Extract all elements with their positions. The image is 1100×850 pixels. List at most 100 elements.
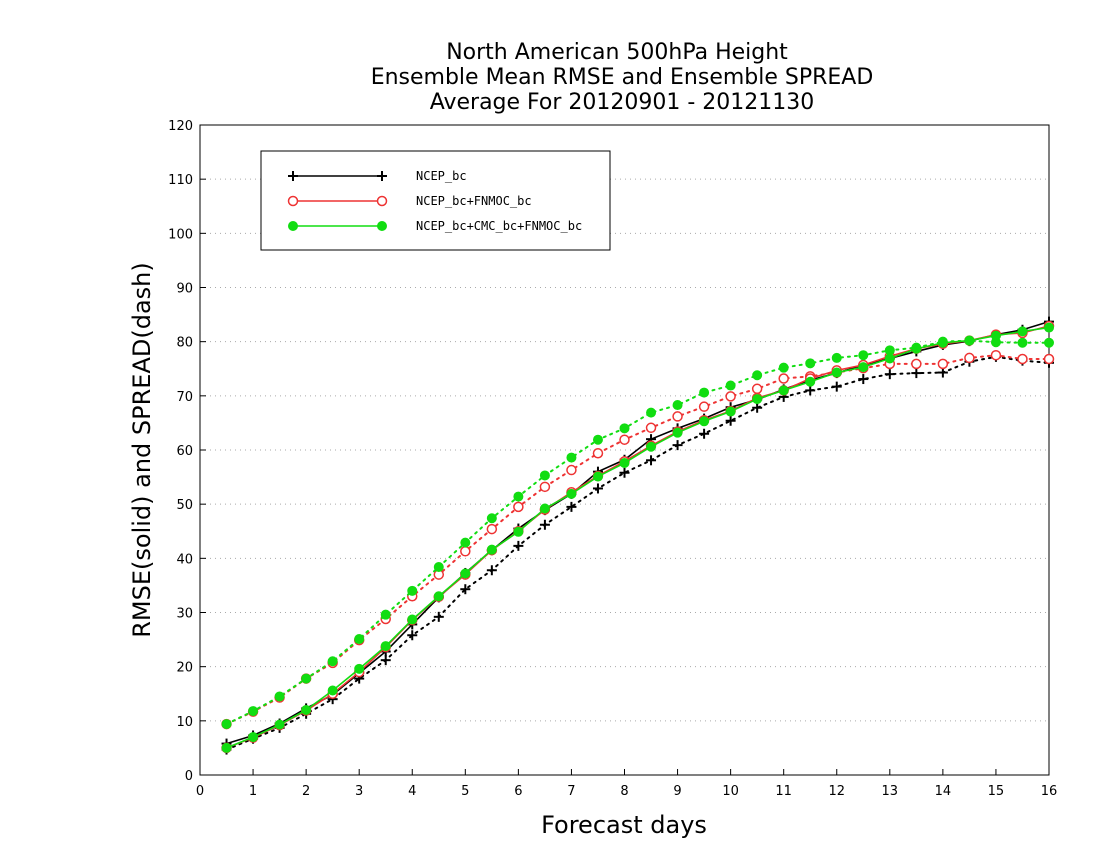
- rmse-point-ncep-bc-cmc-bc-fnmoc-bc: [566, 488, 577, 499]
- x-tick-label: 6: [514, 784, 522, 799]
- y-axis-label: RMSE(solid) and SPREAD(dash): [128, 262, 156, 638]
- spread-point-ncep-bc: [566, 501, 577, 512]
- spread-point-ncep-bc-fnmoc-bc: [645, 422, 657, 434]
- y-tick-label: 100: [168, 227, 193, 242]
- spread-point-ncep-bc-fnmoc-bc: [566, 464, 577, 476]
- x-tick-label: 8: [620, 784, 628, 799]
- x-tick-label: 7: [567, 784, 575, 799]
- spread-point-ncep-bc-fnmoc-bc: [513, 501, 524, 513]
- spread-point-ncep-bc-cmc-bc-fnmoc-bc: [778, 362, 789, 373]
- spread-point-ncep-bc-fnmoc-bc: [539, 481, 551, 493]
- rmse-point-ncep-bc-cmc-bc-fnmoc-bc: [805, 376, 816, 387]
- spread-point-ncep-bc-fnmoc-bc: [751, 383, 763, 395]
- legend-marker-start-ncep-bc-fnmoc-bc: [287, 195, 299, 207]
- x-tick-label: 2: [302, 784, 310, 799]
- legend-label-ncep-bc: NCEP_bc: [416, 169, 467, 183]
- rmse-point-ncep-bc-cmc-bc-fnmoc-bc: [646, 441, 657, 452]
- spread-point-ncep-bc-cmc-bc-fnmoc-bc: [460, 537, 471, 548]
- rmse-point-ncep-bc-cmc-bc-fnmoc-bc: [990, 330, 1001, 341]
- spread-point-ncep-bc-cmc-bc-fnmoc-bc: [858, 350, 869, 361]
- rmse-point-ncep-bc-cmc-bc-fnmoc-bc: [407, 614, 418, 625]
- spread-point-ncep-bc: [486, 565, 497, 576]
- spread-point-ncep-bc-cmc-bc-fnmoc-bc: [221, 719, 232, 730]
- legend-marker-start-ncep-bc: [288, 171, 298, 181]
- x-tick-label: 11: [775, 784, 792, 799]
- spread-point-ncep-bc-cmc-bc-fnmoc-bc: [513, 491, 524, 502]
- x-tick-label: 4: [408, 784, 416, 799]
- spread-point-ncep-bc-fnmoc-bc: [486, 523, 498, 535]
- spread-point-ncep-bc-cmc-bc-fnmoc-bc: [752, 370, 763, 381]
- spread-point-ncep-bc-fnmoc-bc: [990, 349, 1002, 361]
- spread-point-ncep-bc: [725, 415, 736, 426]
- rmse-point-ncep-bc-cmc-bc-fnmoc-bc: [778, 385, 789, 396]
- y-tick-label: 0: [185, 769, 193, 784]
- spread-point-ncep-bc: [699, 428, 710, 439]
- spread-point-ncep-bc-cmc-bc-fnmoc-bc: [805, 358, 816, 369]
- spread-point-ncep-bc-fnmoc-bc: [460, 546, 471, 557]
- spread-point-ncep-bc-cmc-bc-fnmoc-bc: [354, 634, 365, 645]
- spread-point-ncep-bc-cmc-bc-fnmoc-bc: [619, 423, 630, 434]
- rmse-point-ncep-bc-cmc-bc-fnmoc-bc: [460, 568, 471, 579]
- legend-label-ncep-bc-cmc-bc-fnmoc-bc: NCEP_bc+CMC_bc+FNMOC_bc: [416, 219, 582, 233]
- chart-title-line-1: North American 500hPa Height: [446, 40, 788, 65]
- y-tick-label: 20: [176, 661, 193, 676]
- spread-point-ncep-bc-cmc-bc-fnmoc-bc: [699, 387, 710, 398]
- spread-point-ncep-bc: [831, 381, 842, 392]
- spread-point-ncep-bc-cmc-bc-fnmoc-bc: [1044, 337, 1054, 348]
- series-ncep-bc-cmc-bc-fnmoc-bc: [221, 322, 1054, 753]
- spread-point-ncep-bc: [407, 630, 418, 641]
- rmse-point-ncep-bc-cmc-bc-fnmoc-bc: [274, 719, 285, 730]
- spread-point-ncep-bc: [380, 655, 391, 666]
- spread-point-ncep-bc-cmc-bc-fnmoc-bc: [566, 452, 577, 463]
- rmse-point-ncep-bc-cmc-bc-fnmoc-bc: [1044, 322, 1054, 333]
- spread-point-ncep-bc-fnmoc-bc: [698, 401, 710, 412]
- x-tick-label: 0: [196, 784, 204, 799]
- legend-label-ncep-bc-fnmoc-bc: NCEP_bc+FNMOC_bc: [416, 194, 532, 208]
- rmse-point-ncep-bc-cmc-bc-fnmoc-bc: [725, 406, 736, 417]
- legend-marker-end-ncep-bc-fnmoc-bc: [376, 195, 388, 207]
- x-tick-label: 3: [355, 784, 363, 799]
- spread-point-ncep-bc: [884, 369, 895, 380]
- spread-point-ncep-bc-cmc-bc-fnmoc-bc: [380, 609, 391, 620]
- x-tick-label: 13: [882, 784, 899, 799]
- gridlines: [200, 178, 1049, 722]
- chart-title-line-3: Average For 20120901 - 20121130: [430, 90, 815, 115]
- rmse-point-ncep-bc-cmc-bc-fnmoc-bc: [513, 526, 524, 537]
- spread-point-ncep-bc-cmc-bc-fnmoc-bc: [725, 380, 736, 391]
- spread-point-ncep-bc-fnmoc-bc: [778, 373, 789, 384]
- legend-marker-end-ncep-bc-cmc-bc-fnmoc-bc: [377, 221, 387, 231]
- spread-point-ncep-bc-cmc-bc-fnmoc-bc: [539, 470, 550, 481]
- x-tick-label: 16: [1041, 784, 1058, 799]
- y-tick-label: 60: [176, 444, 193, 459]
- spread-point-ncep-bc: [805, 385, 816, 396]
- rmse-point-ncep-bc-cmc-bc-fnmoc-bc: [1017, 326, 1028, 337]
- spread-line-ncep-bc-fnmoc-bc: [225, 354, 1050, 726]
- x-axis-label: Forecast days: [541, 811, 707, 839]
- spread-point-ncep-bc: [937, 367, 948, 378]
- spread-point-ncep-bc-fnmoc-bc: [672, 411, 683, 422]
- rmse-point-ncep-bc-cmc-bc-fnmoc-bc: [964, 335, 975, 346]
- rmse-point-ncep-bc-cmc-bc-fnmoc-bc: [301, 705, 312, 715]
- spread-point-ncep-bc: [619, 467, 630, 478]
- legend: NCEP_bc NCEP_bc+FNMOC_bc NCEP_bc+CMC_bc+FN…: [260, 150, 611, 251]
- spread-point-ncep-bc-cmc-bc-fnmoc-bc: [327, 656, 338, 667]
- spread-point-ncep-bc: [539, 519, 550, 530]
- rmse-point-ncep-bc-cmc-bc-fnmoc-bc: [539, 503, 550, 514]
- rmse-point-ncep-bc-cmc-bc-fnmoc-bc: [327, 685, 338, 696]
- x-tick-label: 10: [722, 784, 739, 799]
- spread-point-ncep-bc-cmc-bc-fnmoc-bc: [831, 352, 842, 363]
- rmse-point-ncep-bc-cmc-bc-fnmoc-bc: [937, 337, 948, 348]
- y-tick-label: 80: [176, 336, 193, 351]
- x-tick-label: 9: [673, 784, 681, 799]
- spread-point-ncep-bc: [513, 540, 524, 551]
- spread-point-ncep-bc-cmc-bc-fnmoc-bc: [407, 585, 418, 596]
- spread-line-ncep-bc: [225, 355, 1050, 751]
- legend-marker-end-ncep-bc: [377, 171, 387, 181]
- spread-point-ncep-bc-fnmoc-bc: [725, 391, 736, 402]
- rmse-point-ncep-bc-cmc-bc-fnmoc-bc: [354, 663, 365, 674]
- rmse-point-ncep-bc-cmc-bc-fnmoc-bc: [221, 742, 232, 753]
- rmse-point-ncep-bc-cmc-bc-fnmoc-bc: [592, 471, 603, 482]
- spread-point-ncep-bc-cmc-bc-fnmoc-bc: [646, 407, 657, 418]
- rmse-point-ncep-bc-cmc-bc-fnmoc-bc: [911, 343, 922, 354]
